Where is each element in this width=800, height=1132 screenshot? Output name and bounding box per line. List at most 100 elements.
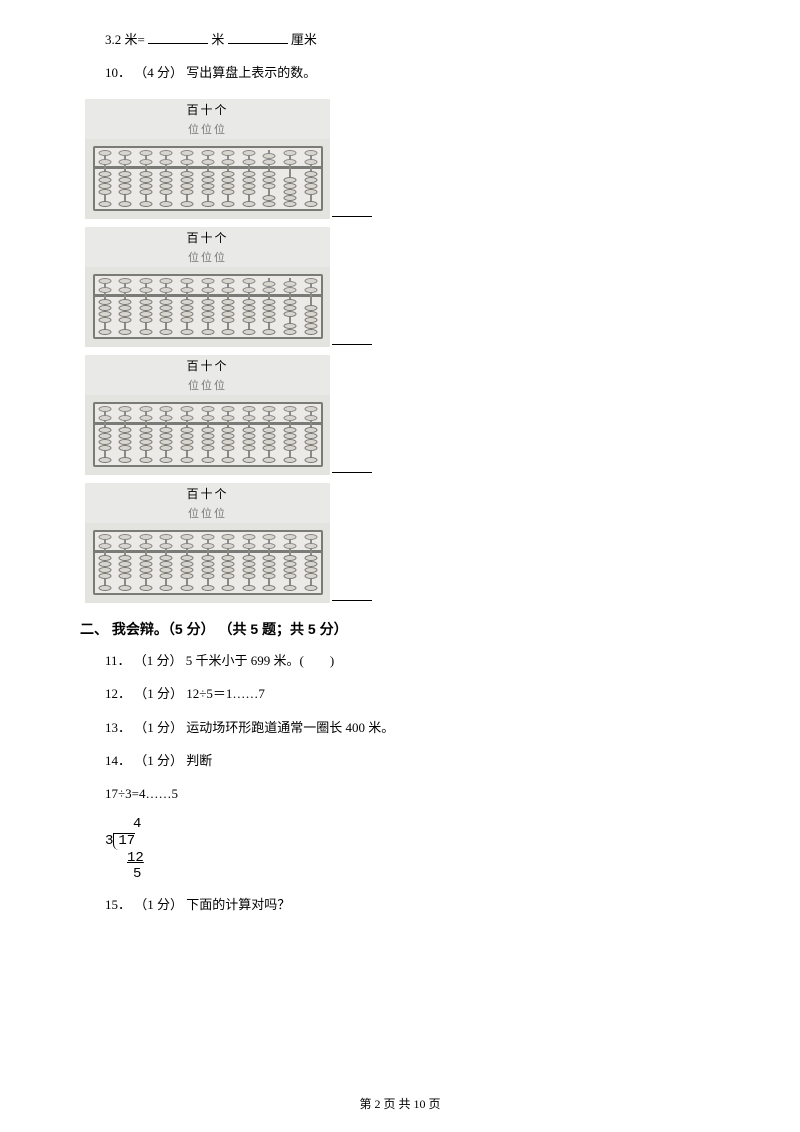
q14-line: 14． （1 分） 判断 xyxy=(80,749,720,772)
abacus-bead xyxy=(201,573,214,579)
abacus-bead xyxy=(263,317,276,323)
abacus-bead xyxy=(201,329,214,335)
abacus-bead xyxy=(263,159,276,165)
q11-line: 11． （1 分） 5 千米小于 699 米。( ) xyxy=(80,649,720,672)
abacus-bead xyxy=(222,573,235,579)
abacus-bead xyxy=(98,317,111,323)
abacus-bead xyxy=(98,278,111,284)
abacus-bead xyxy=(180,159,193,165)
abacus-bead xyxy=(283,323,296,329)
abacus-bead xyxy=(160,150,173,156)
abacus-bead xyxy=(242,585,255,591)
abacus-bead xyxy=(139,573,152,579)
abacus-bead xyxy=(283,329,296,335)
q13-num: 13． xyxy=(105,720,131,735)
abacus-bead xyxy=(180,543,193,549)
abacus-bead xyxy=(263,573,276,579)
abacus-bead xyxy=(139,189,152,195)
abacus-bead xyxy=(222,287,235,293)
div-quotient: 4 xyxy=(105,816,720,833)
abacus-bead xyxy=(139,445,152,451)
abacus-bead xyxy=(283,534,296,540)
abacus-subheader: 位位位 xyxy=(85,249,330,267)
abacus-bead xyxy=(304,323,317,329)
abacus-bead xyxy=(201,159,214,165)
abacus-bead xyxy=(304,287,317,293)
abacus-bead xyxy=(201,406,214,412)
div-dividend: 17 xyxy=(113,833,135,850)
abacus-bead xyxy=(304,406,317,412)
abacus-bead xyxy=(180,573,193,579)
q15-text: 下面的计算对吗？ xyxy=(186,897,290,912)
abacus-bead xyxy=(201,585,214,591)
abacus-bead xyxy=(304,534,317,540)
abacus-header: 百十个 xyxy=(85,355,330,377)
abacus-bead xyxy=(98,189,111,195)
abacus-bead xyxy=(263,457,276,463)
abacus-bead xyxy=(242,278,255,284)
abacus-bead xyxy=(283,150,296,156)
abacus-bead xyxy=(222,159,235,165)
abacus-bead xyxy=(263,183,276,189)
abacus-bead xyxy=(160,329,173,335)
abacus-bead xyxy=(139,457,152,463)
abacus-bead xyxy=(242,406,255,412)
abacus-bead xyxy=(119,543,132,549)
abacus-bead xyxy=(222,585,235,591)
abacus-answer-blank xyxy=(332,587,372,601)
abacus-bead xyxy=(139,150,152,156)
q10-text: 写出算盘上表示的数。 xyxy=(186,65,316,80)
abacus-figure-4: 百十个位位位 xyxy=(85,483,330,603)
abacus-bead xyxy=(242,287,255,293)
abacus-bead xyxy=(304,317,317,323)
abacus-bead xyxy=(201,150,214,156)
abacus-bead xyxy=(304,311,317,317)
abacus-bead xyxy=(160,585,173,591)
abacus-bead xyxy=(139,201,152,207)
abacus-bead xyxy=(304,150,317,156)
abacus-bead xyxy=(98,150,111,156)
abacus-bead xyxy=(98,329,111,335)
abacus-bead xyxy=(139,543,152,549)
abacus-header: 百十个 xyxy=(85,483,330,505)
abacus-answer-blank xyxy=(332,459,372,473)
abacus-bead xyxy=(139,415,152,421)
q10-num: 10． xyxy=(105,65,131,80)
abacus-bead xyxy=(283,573,296,579)
abacus-bead xyxy=(283,177,296,183)
abacus-bead xyxy=(98,573,111,579)
abacus-bead xyxy=(201,543,214,549)
q10-line: 10． （4 分） 写出算盘上表示的数。 xyxy=(80,61,720,84)
abacus-bead xyxy=(242,445,255,451)
q14-text: 判断 xyxy=(186,753,212,768)
abacus-figure-2: 百十个位位位 xyxy=(85,227,330,347)
abacus-bead xyxy=(222,201,235,207)
abacus-bead xyxy=(304,415,317,421)
q12-num: 12． xyxy=(105,686,131,701)
abacus-figure-1: 百十个位位位 xyxy=(85,99,330,219)
footer-b: 页 共 xyxy=(383,1097,413,1111)
abacus-bead xyxy=(180,317,193,323)
q13-text: 运动场环形跑道通常一圈长 400 米。 xyxy=(186,720,394,735)
abacus-bead xyxy=(242,543,255,549)
abacus-bead xyxy=(119,445,132,451)
abacus-bead xyxy=(201,201,214,207)
footer-page: 2 xyxy=(374,1097,380,1111)
q9-unit2: 厘米 xyxy=(291,32,317,47)
abacus-frame xyxy=(93,146,323,211)
abacus-bead xyxy=(263,287,276,293)
abacus-bead xyxy=(263,153,276,159)
abacus-bead xyxy=(304,457,317,463)
abacus-bead xyxy=(139,317,152,323)
q9-line: 3.2 米= 米 厘米 xyxy=(80,28,720,51)
q11-points: （1 分） xyxy=(134,653,183,668)
abacus-bead xyxy=(222,534,235,540)
abacus-body xyxy=(85,267,330,347)
abacus-bead xyxy=(119,585,132,591)
abacus-bead xyxy=(160,457,173,463)
abacus-bead xyxy=(242,415,255,421)
abacus-bead xyxy=(263,329,276,335)
abacus-bead xyxy=(160,278,173,284)
abacus-body xyxy=(85,523,330,603)
abacus-bead xyxy=(139,534,152,540)
